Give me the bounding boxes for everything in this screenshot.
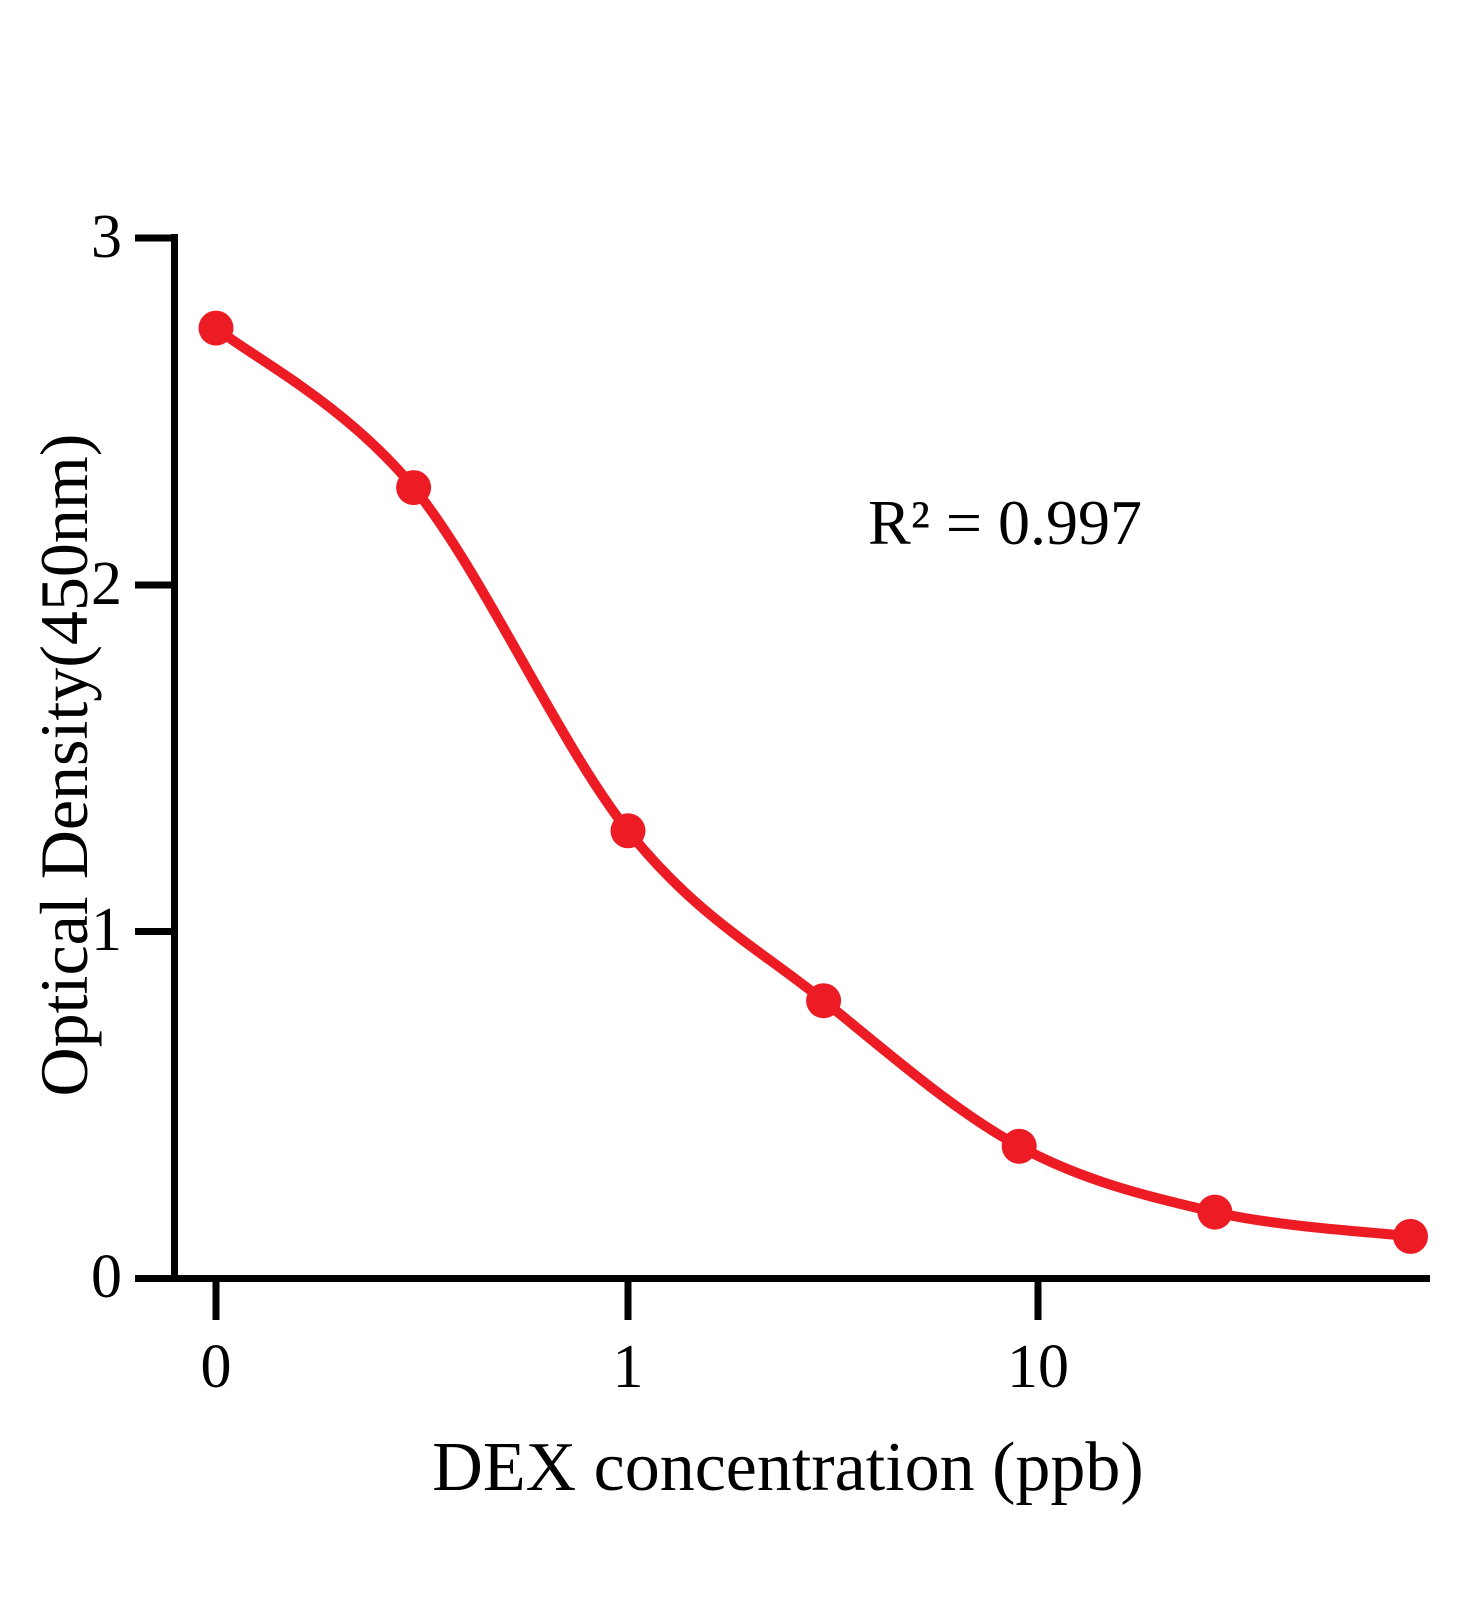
y-tick-1 <box>135 928 178 935</box>
x-axis-title: DEX concentration (ppb) <box>432 1429 1144 1506</box>
x-axis-line <box>135 1275 1430 1282</box>
y-tick-2 <box>135 581 178 589</box>
r-squared-annotation: R² = 0.997 <box>868 487 1142 558</box>
y-tick-3 <box>135 234 178 242</box>
y-tick-label: 0 <box>91 1242 122 1311</box>
data-point <box>1393 1218 1428 1254</box>
fit-curve <box>211 323 1416 1242</box>
y-tick-label: 2 <box>91 549 122 618</box>
data-point <box>1197 1194 1233 1230</box>
data-point <box>1001 1128 1037 1164</box>
data-point <box>806 983 842 1019</box>
x-tick-label: 0 <box>200 1333 232 1401</box>
data-point <box>396 470 432 506</box>
x-tick-label: 10 <box>1007 1333 1069 1401</box>
x-tick-1 <box>624 1282 632 1320</box>
data-point <box>198 310 234 346</box>
y-axis-line <box>171 234 178 1282</box>
y-axis-title: Optical Density(450nm) <box>26 433 102 1097</box>
data-points-group <box>198 310 1428 1254</box>
data-point <box>610 813 646 849</box>
y-tick-label: 1 <box>91 895 122 964</box>
y-tick-label: 3 <box>91 202 122 271</box>
x-tick-label: 1 <box>612 1333 644 1401</box>
x-tick-0 <box>212 1282 220 1320</box>
x-tick-10 <box>1034 1282 1042 1320</box>
